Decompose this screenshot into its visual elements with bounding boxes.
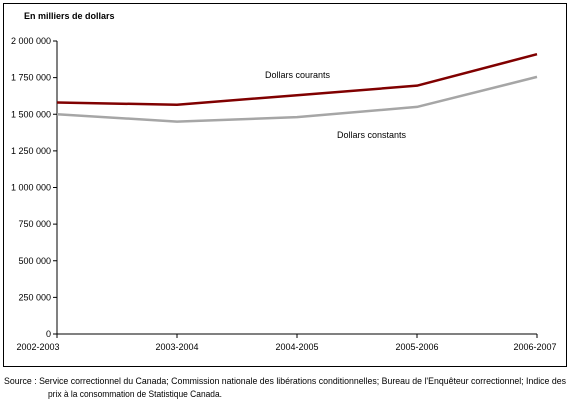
y-tick-label: 1 000 000 xyxy=(11,183,51,193)
y-tick-label: 1 500 000 xyxy=(11,109,51,119)
y-tick-label: 1 750 000 xyxy=(11,73,51,83)
x-tick-label: 2004-2005 xyxy=(275,342,318,352)
x-axis: 2002-2003 2003-2004 2004-2005 2005-2006 2006… xyxy=(16,333,557,352)
y-tick-label: 250 000 xyxy=(18,292,51,302)
x-tick-label: 2003-2004 xyxy=(155,342,198,352)
y-tick-label: 0 xyxy=(46,329,51,339)
y-tick-label: 2 000 000 xyxy=(11,36,51,46)
source-note-line-2: prix à la consommation de Statistique Ca… xyxy=(48,389,222,399)
source-note-line-1: Source : Service correctionnel du Canada… xyxy=(4,376,566,386)
series-lines xyxy=(56,52,538,123)
series-label-dollars-courants: Dollars courants xyxy=(265,70,331,80)
x-tick-label: 2005-2006 xyxy=(395,342,438,352)
chart-frame xyxy=(3,3,567,367)
series-label-dollars-constants: Dollars constants xyxy=(337,130,407,140)
y-tick-label: 1 250 000 xyxy=(11,146,51,156)
series-line-dollars-constants xyxy=(56,75,538,123)
y-tick-label: 750 000 xyxy=(18,219,51,229)
y-tick-label: 500 000 xyxy=(18,256,51,266)
series-line-dollars-courants xyxy=(56,52,538,106)
x-tick-label: 2006-2007 xyxy=(513,342,556,352)
x-tick-label: 2002-2003 xyxy=(16,342,59,352)
y-axis: 0 250 000 500 000 750 000 1 000 000 1 250 000… xyxy=(11,36,58,339)
y-unit-label: En milliers de dollars xyxy=(24,11,115,21)
